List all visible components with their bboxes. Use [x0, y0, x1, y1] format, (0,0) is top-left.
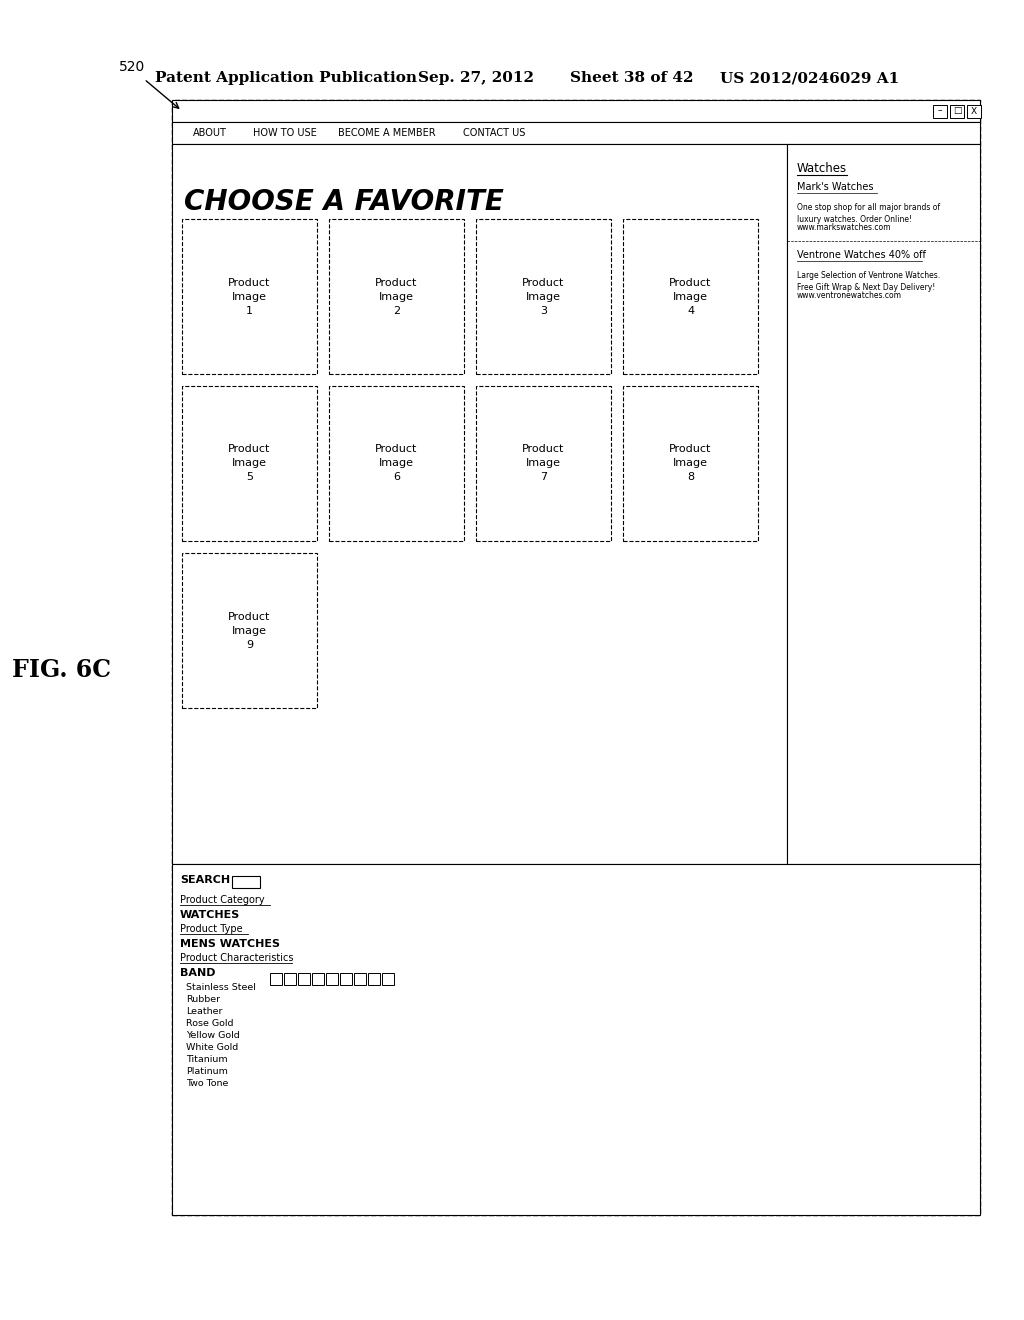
- Text: BAND: BAND: [180, 968, 215, 978]
- Text: Large Selection of Ventrone Watches.
Free Gift Wrap & Next Day Delivery!: Large Selection of Ventrone Watches. Fre…: [797, 271, 940, 292]
- Text: FIG. 6C: FIG. 6C: [12, 657, 112, 682]
- Text: www.markswatches.com: www.markswatches.com: [797, 223, 892, 231]
- Text: Product
Image
5: Product Image 5: [228, 445, 270, 483]
- Text: WATCHES: WATCHES: [180, 909, 241, 920]
- Text: www.ventronewatches.com: www.ventronewatches.com: [797, 290, 902, 300]
- Text: Ventrone Watches 40% off: Ventrone Watches 40% off: [797, 249, 926, 260]
- Text: Product
Image
8: Product Image 8: [670, 445, 712, 483]
- Bar: [623, 219, 758, 374]
- Bar: [182, 553, 317, 708]
- Text: □: □: [952, 107, 962, 116]
- Text: Rose Gold: Rose Gold: [186, 1019, 233, 1028]
- Bar: [172, 144, 787, 865]
- Text: Product
Image
3: Product Image 3: [522, 277, 564, 315]
- Bar: [232, 876, 260, 888]
- Text: Product Category: Product Category: [180, 895, 264, 906]
- Text: Rubber: Rubber: [186, 995, 220, 1005]
- Text: Product Type: Product Type: [180, 924, 243, 935]
- Text: US 2012/0246029 A1: US 2012/0246029 A1: [720, 71, 899, 84]
- Bar: [182, 385, 317, 541]
- Text: Two Tone: Two Tone: [186, 1080, 228, 1089]
- Text: Product Characteristics: Product Characteristics: [180, 953, 294, 964]
- Text: Product
Image
6: Product Image 6: [376, 445, 418, 483]
- Bar: [368, 973, 380, 985]
- Bar: [182, 219, 317, 374]
- Bar: [933, 106, 947, 117]
- Text: Yellow Gold: Yellow Gold: [186, 1031, 240, 1040]
- Bar: [172, 121, 980, 144]
- Bar: [623, 385, 758, 541]
- Text: –: –: [938, 107, 942, 116]
- Bar: [172, 100, 980, 121]
- Text: Watches: Watches: [797, 162, 847, 176]
- Text: Platinum: Platinum: [186, 1068, 228, 1077]
- Bar: [270, 973, 282, 985]
- Bar: [284, 973, 296, 985]
- Bar: [326, 973, 338, 985]
- Text: Patent Application Publication: Patent Application Publication: [155, 71, 417, 84]
- Text: Product
Image
7: Product Image 7: [522, 445, 564, 483]
- Bar: [298, 973, 310, 985]
- Text: Mark's Watches: Mark's Watches: [797, 182, 873, 191]
- Bar: [329, 219, 464, 374]
- Text: CONTACT US: CONTACT US: [463, 128, 525, 139]
- Bar: [172, 100, 980, 1214]
- Text: Leather: Leather: [186, 1007, 222, 1016]
- Bar: [340, 973, 352, 985]
- Text: Stainless Steel: Stainless Steel: [186, 983, 256, 993]
- Text: Sheet 38 of 42: Sheet 38 of 42: [570, 71, 693, 84]
- Bar: [950, 106, 964, 117]
- Text: ABOUT: ABOUT: [193, 128, 226, 139]
- Text: White Gold: White Gold: [186, 1044, 239, 1052]
- Text: 520: 520: [119, 59, 145, 74]
- Text: Product
Image
2: Product Image 2: [376, 277, 418, 315]
- Text: SEARCH: SEARCH: [180, 875, 230, 884]
- Text: BECOME A MEMBER: BECOME A MEMBER: [338, 128, 436, 139]
- Text: Sep. 27, 2012: Sep. 27, 2012: [418, 71, 534, 84]
- Bar: [476, 385, 611, 541]
- Text: Product
Image
9: Product Image 9: [228, 611, 270, 649]
- Text: MENS WATCHES: MENS WATCHES: [180, 939, 280, 949]
- Bar: [172, 865, 980, 1214]
- Bar: [967, 106, 981, 117]
- Bar: [312, 973, 324, 985]
- Text: Product
Image
1: Product Image 1: [228, 277, 270, 315]
- Bar: [382, 973, 394, 985]
- Text: HOW TO USE: HOW TO USE: [253, 128, 316, 139]
- Bar: [476, 219, 611, 374]
- Text: Titanium: Titanium: [186, 1056, 227, 1064]
- Text: One stop shop for all major brands of
luxury watches. Order Online!: One stop shop for all major brands of lu…: [797, 203, 940, 224]
- Bar: [787, 144, 980, 865]
- Bar: [329, 385, 464, 541]
- Text: Product
Image
4: Product Image 4: [670, 277, 712, 315]
- Text: CHOOSE A FAVORITE: CHOOSE A FAVORITE: [184, 187, 504, 216]
- Bar: [354, 973, 366, 985]
- Text: X: X: [971, 107, 977, 116]
